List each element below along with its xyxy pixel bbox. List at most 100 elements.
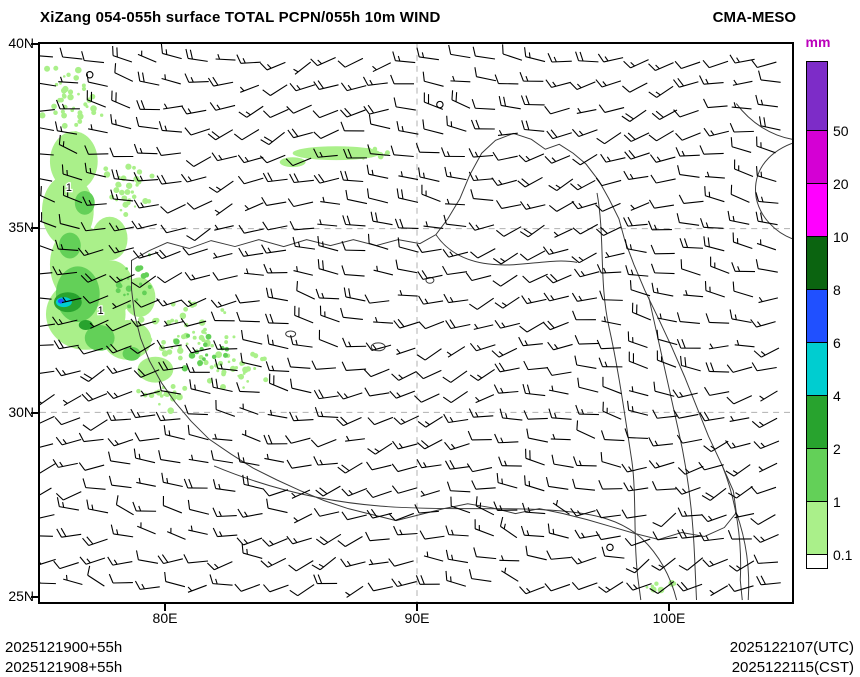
wind-barb [107, 438, 134, 447]
wind-barb [53, 339, 79, 350]
wind-barb [267, 409, 288, 419]
wind-barb [423, 221, 444, 230]
wind-barb [182, 247, 208, 256]
wind-barb [40, 443, 54, 450]
wind-barb [750, 485, 777, 495]
wind-barb [650, 263, 675, 275]
wind-barb [362, 76, 388, 86]
wind-barb [571, 128, 598, 138]
wind-barb [336, 416, 362, 427]
precip-speckle [125, 267, 128, 270]
precip-speckle [125, 163, 132, 170]
wind-barb [446, 346, 466, 358]
wind-barb [445, 525, 469, 537]
wind-barb [705, 362, 730, 373]
precip-speckle [99, 113, 104, 117]
precip-speckle [215, 351, 223, 359]
wind-barb [699, 75, 724, 85]
wind-barb [502, 44, 523, 61]
precip-speckle [232, 335, 236, 339]
lat-axis-label: 25N [8, 588, 34, 604]
wind-barb [651, 109, 678, 120]
wind-barb [415, 142, 440, 154]
wind-barb [310, 57, 336, 67]
wind-barb [108, 573, 133, 584]
wind-barb [624, 239, 647, 253]
wind-barb [367, 233, 389, 250]
wind-barb [289, 584, 315, 597]
wind-barb [699, 532, 724, 542]
wind-barb [40, 108, 55, 113]
wind-barb [320, 196, 341, 205]
wind-barb [444, 441, 470, 451]
precip-speckle [178, 345, 182, 349]
precip-speckle [125, 182, 133, 189]
precip-speckle [657, 586, 665, 594]
wind-barb [526, 428, 549, 443]
wind-barb [86, 90, 106, 108]
wind-barb [756, 239, 777, 251]
wind-barb [370, 211, 393, 226]
precip-speckle [242, 386, 245, 389]
wind-barb [108, 222, 135, 232]
wind-barb [40, 243, 54, 252]
wind-barb [522, 502, 546, 515]
wind-barb [468, 222, 495, 231]
wind-barb [519, 586, 545, 595]
colorbar-units-label: mm [805, 34, 831, 50]
wind-barb [263, 584, 289, 593]
wind-barb [396, 347, 416, 355]
precip-speckle [654, 581, 659, 586]
wind-barb [212, 507, 237, 518]
wind-barb [756, 575, 781, 586]
wind-barb [267, 334, 289, 350]
wind-barb [240, 352, 262, 368]
wind-barb [525, 545, 547, 561]
precip-speckle [260, 356, 265, 362]
wind-barb [184, 127, 211, 136]
wind-barb [40, 296, 52, 300]
wind-barb [521, 120, 545, 132]
wind-barb [753, 347, 780, 358]
wind-barb [388, 512, 415, 522]
precip-speckle [73, 75, 79, 81]
wind-barb [734, 339, 755, 348]
wind-barb [548, 408, 572, 420]
wind-barb [239, 403, 259, 415]
wind-barb [398, 171, 419, 181]
wind-barb [365, 531, 390, 542]
wind-barb [676, 312, 700, 324]
wind-barb [212, 527, 238, 538]
wind-barb [237, 508, 263, 518]
wind-barb [650, 174, 676, 184]
wind-barb [469, 369, 495, 381]
precip-speckle [173, 338, 180, 345]
precip-speckle [77, 119, 83, 124]
footer-valid-cst: 2025122115(CST) [731, 659, 854, 676]
precip-speckle [53, 65, 59, 71]
wind-barb [78, 432, 104, 443]
precip-speckle [77, 110, 83, 116]
wind-barb [623, 170, 649, 180]
wind-barb [492, 274, 518, 287]
precip-speckle [170, 384, 176, 390]
wind-barb [161, 74, 181, 85]
wind-barb [575, 51, 599, 63]
precip-speckle [124, 189, 131, 195]
precip-speckle [136, 388, 141, 394]
wind-barb [755, 94, 778, 108]
wind-barb [368, 114, 391, 130]
wind-barb [496, 226, 522, 237]
wind-barb [596, 132, 622, 145]
wind-barb [599, 290, 623, 301]
wind-barb [160, 204, 186, 214]
wind-barb [315, 485, 341, 497]
geo-boundary [596, 192, 642, 601]
wind-barb [647, 220, 672, 231]
wind-barb [544, 105, 570, 115]
wind-barb [546, 129, 572, 140]
wind-barb [627, 331, 648, 349]
wind-barb [313, 173, 340, 184]
colorbar-segment [806, 395, 828, 449]
